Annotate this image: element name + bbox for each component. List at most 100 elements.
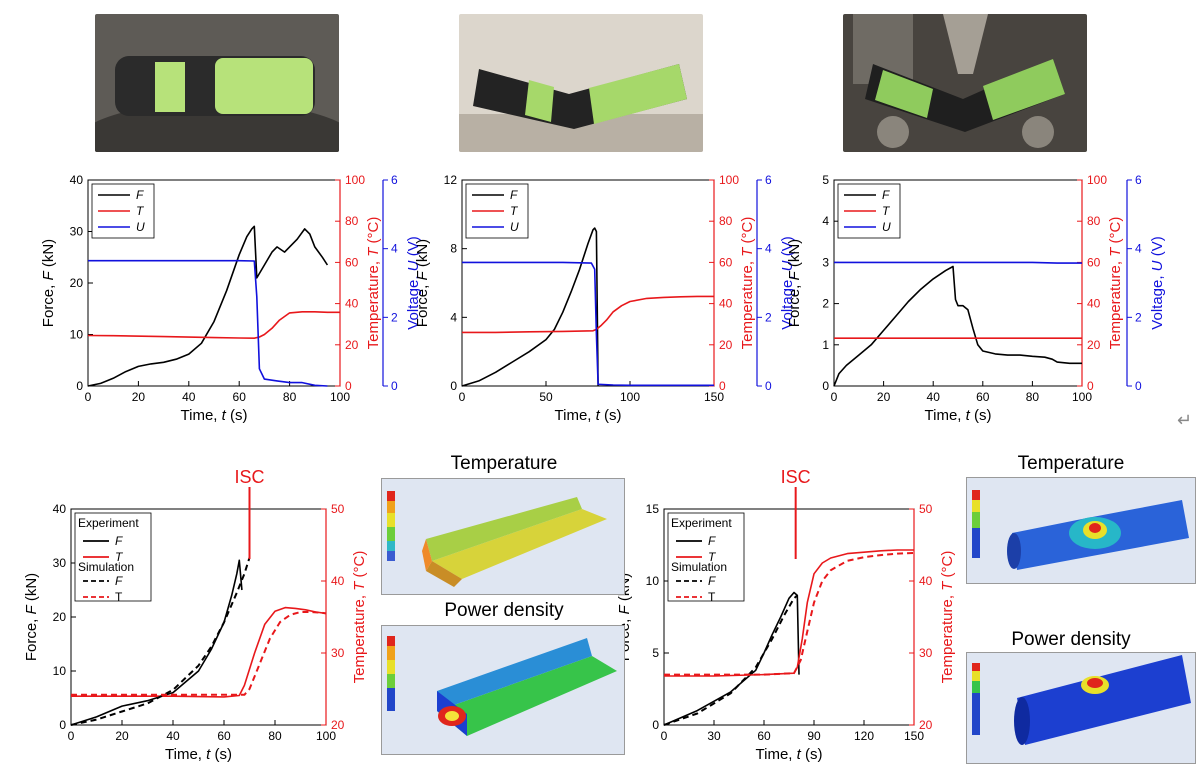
c5-x-tick-label: 150 — [904, 729, 924, 743]
c2-y3-tick-label: 4 — [765, 242, 772, 256]
c1-y2-tick-label: 80 — [345, 214, 359, 228]
c4-legend-label: T — [115, 590, 123, 604]
c5-y2-axis-label: Temperature, T (°C) — [939, 551, 956, 684]
c5-series-line-experiment-f — [663, 591, 800, 726]
sim-heading-power-2: Power density — [1011, 629, 1131, 650]
c3-y2-tick-label: 60 — [1087, 255, 1101, 269]
c1-y2-tick-label: 60 — [345, 255, 359, 269]
c5-x-tick-label: 0 — [661, 729, 668, 743]
c2-series-line-f — [461, 227, 599, 387]
c3-x-axis-label: Time, t (s) — [925, 407, 992, 424]
c2-y2-tick-label: 80 — [719, 214, 733, 228]
cell-photo-three-point — [843, 14, 1087, 152]
c4-x-tick-label: 100 — [316, 729, 336, 743]
c1-y2-tick-label: 20 — [345, 338, 359, 352]
c2-x-tick-label: 100 — [620, 390, 640, 404]
c1-y2-axis-label: Temperature, T (°C) — [365, 217, 382, 350]
c5-y2-tick-label: 50 — [919, 502, 933, 516]
c2-y2-tick-label: 60 — [719, 255, 733, 269]
c2-y3-tick-label: 2 — [765, 310, 772, 324]
c4-y2-tick-label: 40 — [331, 574, 345, 588]
c3-y-tick-label: 4 — [822, 214, 829, 228]
c1-series-line-f — [87, 225, 329, 387]
c1-series-line-t — [87, 310, 340, 340]
c1-y3-tick-label: 2 — [391, 310, 398, 324]
c5-x-tick-label: 30 — [707, 729, 721, 743]
c2-x-tick-label: 0 — [459, 390, 466, 404]
c1-x-tick-label: 60 — [233, 390, 247, 404]
c1-series-line-u — [88, 259, 328, 387]
enter-icon: ↵ — [1177, 410, 1193, 430]
c4-y-tick-label: 10 — [53, 664, 67, 678]
c5-legend-title-simulation: Simulation — [671, 560, 727, 574]
c2-y3-tick-label: 0 — [765, 379, 772, 393]
c2-y-tick-label: 12 — [444, 173, 458, 187]
sim-image-power-2 — [966, 652, 1196, 764]
c3-x-tick-label: 100 — [1072, 390, 1092, 404]
c5-legend-label: T — [708, 590, 716, 604]
c3-y3-tick-label: 0 — [1135, 379, 1142, 393]
c1-y3-tick-label: 6 — [391, 173, 398, 187]
c5-x-tick-label: 120 — [854, 729, 874, 743]
c2-series-line-u — [462, 261, 714, 387]
c1-y-axis-label: Force, F (kN) — [40, 239, 57, 327]
c3-y2-axis-label: Temperature, T (°C) — [1107, 217, 1124, 350]
c2-y-tick-label: 8 — [450, 242, 457, 256]
c2-series-line-t — [462, 295, 714, 334]
c3-y-axis-label: Force, F (kN) — [786, 239, 803, 327]
sim-image-temperature-2 — [966, 477, 1196, 584]
c5-y2-tick-label: 20 — [919, 718, 933, 732]
c3-series-line-u — [834, 261, 1082, 264]
c1-y-tick-label: 10 — [70, 328, 84, 342]
c1-y2-tick-label: 0 — [345, 379, 352, 393]
c2-y2-tick-label: 0 — [719, 379, 726, 393]
c4-legend-label: F — [115, 534, 123, 548]
c4-x-tick-label: 20 — [115, 729, 129, 743]
c5-legend-title-experiment: Experiment — [671, 516, 732, 530]
c4-isc-annotation: ISC — [234, 467, 264, 487]
c1-x-tick-label: 20 — [132, 390, 146, 404]
c2-x-axis-label: Time, t (s) — [555, 407, 622, 424]
c3-x-tick-label: 40 — [927, 390, 941, 404]
c5-y-tick-label: 15 — [646, 502, 660, 516]
c5-y2-tick-label: 40 — [919, 574, 933, 588]
c5-series-line-simulation-f — [663, 594, 798, 726]
c5-x-tick-label: 90 — [807, 729, 821, 743]
c4-y2-tick-label: 50 — [331, 502, 345, 516]
c4-y2-tick-label: 30 — [331, 646, 345, 660]
c2-y-axis-label: Force, F (kN) — [414, 239, 431, 327]
c2-y2-tick-label: 20 — [719, 338, 733, 352]
c4-legend-title-simulation: Simulation — [78, 560, 134, 574]
c3-legend-label: T — [882, 204, 891, 218]
cell-photo-flattened — [95, 14, 339, 152]
c3-y-tick-label: 3 — [822, 255, 829, 269]
c4-y2-axis-label: Temperature, T (°C) — [351, 551, 368, 684]
c2-legend-label: T — [510, 204, 519, 218]
c1-legend-label: F — [136, 188, 144, 202]
sim-heading-power-1: Power density — [444, 600, 564, 621]
c3-y3-tick-label: 4 — [1135, 242, 1142, 256]
c4-y-tick-label: 30 — [53, 556, 67, 570]
c1-y3-axis-label: Voltage, U (V) — [405, 236, 422, 329]
c1-y3-tick-label: 0 — [391, 379, 398, 393]
c1-x-tick-label: 100 — [330, 390, 350, 404]
c4-series-line-simulation-f — [70, 557, 251, 726]
c2-y-tick-label: 0 — [450, 379, 457, 393]
c3-y3-tick-label: 6 — [1135, 173, 1142, 187]
c1-legend-label: T — [136, 204, 145, 218]
c5-y-tick-label: 10 — [646, 574, 660, 588]
c4-y2-tick-label: 20 — [331, 718, 345, 732]
c2-y3-tick-label: 6 — [765, 173, 772, 187]
cell-photo-bent — [459, 14, 703, 152]
c5-series-line-simulation-t — [664, 551, 915, 676]
c1-y-tick-label: 30 — [70, 225, 84, 239]
c4-x-tick-label: 0 — [68, 729, 75, 743]
c5-legend-label: F — [708, 574, 716, 588]
c1-x-tick-label: 40 — [182, 390, 196, 404]
c3-legend-label: F — [882, 188, 890, 202]
c4-series-line-simulation-t — [71, 611, 327, 696]
c4-x-tick-label: 80 — [268, 729, 282, 743]
c2-y2-axis-label: Temperature, T (°C) — [739, 217, 756, 350]
c1-y-tick-label: 20 — [70, 276, 84, 290]
